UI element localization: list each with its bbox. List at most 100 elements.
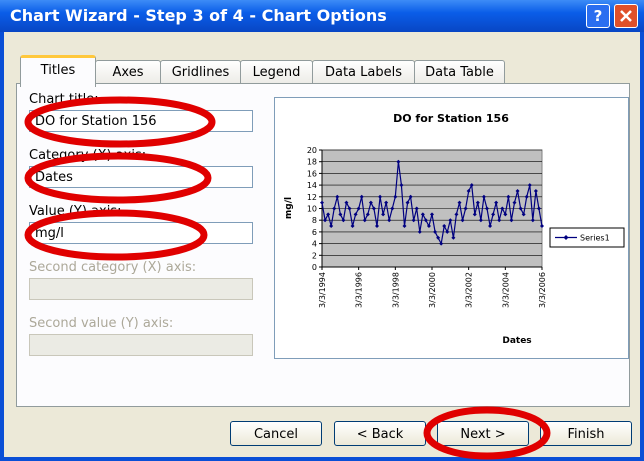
marker: [445, 229, 450, 234]
marker: [497, 218, 502, 223]
marker: [494, 200, 499, 205]
button[interactable]: Finish: [540, 421, 632, 446]
y-tick-label: 2: [312, 251, 317, 260]
marker: [466, 188, 471, 193]
marker: [414, 206, 419, 211]
y-tick-label: 20: [307, 146, 317, 155]
marker: [356, 206, 361, 211]
x-tick-label: 3/3/2002: [465, 272, 474, 308]
text-box: [29, 334, 253, 356]
chart-preview: DO for Station 156 Dates mg/l 0 2 4 6 8 10 12 1…: [274, 97, 629, 359]
field-label: Value (Y) axis:: [29, 204, 122, 219]
y-tick-label: 4: [312, 240, 317, 249]
marker: [527, 183, 532, 188]
field-label: Chart title:: [29, 92, 99, 107]
tab[interactable]: Data Table: [414, 60, 505, 84]
marker: [460, 218, 465, 223]
x-tick-label: 3/3/1998: [391, 272, 400, 308]
field-label: Second category (X) axis:: [29, 260, 197, 275]
marker: [420, 212, 425, 217]
close-icon: [620, 10, 632, 22]
marker: [448, 218, 453, 223]
marker: [399, 183, 404, 188]
field-label: Second value (Y) axis:: [29, 316, 174, 331]
marker: [485, 206, 489, 211]
text-box[interactable]: Dates: [29, 166, 253, 188]
chart: DO for Station 156 Dates mg/l 0 2 4 6 8 10 12 1…: [284, 112, 625, 346]
marker: [512, 200, 517, 205]
tab[interactable]: Legend: [240, 60, 313, 84]
y-tick-label: 0: [312, 263, 317, 272]
marker: [341, 218, 346, 223]
close-button[interactable]: [614, 4, 638, 28]
marker: [540, 224, 544, 229]
marker: [472, 212, 477, 217]
x-axis-title: Dates: [502, 336, 531, 346]
marker: [332, 206, 337, 211]
marker: [393, 194, 398, 199]
marker: [451, 235, 456, 240]
tab[interactable]: Gridlines: [160, 60, 241, 84]
button[interactable]: Next >: [437, 421, 529, 446]
text-box[interactable]: mg/l: [29, 222, 253, 244]
marker: [390, 206, 395, 211]
marker: [500, 206, 505, 211]
marker: [509, 218, 514, 223]
x-tick-label: 3/3/1994: [318, 272, 327, 308]
marker: [405, 200, 410, 205]
marker: [469, 183, 474, 188]
marker: [353, 212, 358, 217]
marker: [430, 212, 434, 217]
marker: [347, 206, 352, 211]
marker: [371, 206, 376, 211]
y-axis-title: mg/l: [284, 197, 294, 219]
marker: [491, 212, 496, 217]
marker: [433, 229, 438, 234]
legend: [549, 227, 625, 248]
x-tick-label: 3/3/2004: [501, 272, 510, 308]
y-tick-label: 10: [307, 205, 317, 214]
text-box[interactable]: DO for Station 156: [29, 110, 253, 132]
tab-panel: Chart title: DO for Station 156 Category (…: [16, 83, 630, 407]
button[interactable]: < Back: [334, 421, 426, 446]
marker: [368, 200, 373, 205]
marker: [457, 200, 462, 205]
marker: [329, 224, 334, 229]
marker: [436, 235, 441, 240]
help-button[interactable]: ?: [586, 4, 610, 28]
marker: [396, 159, 401, 164]
y-tick-label: 6: [312, 228, 317, 237]
marker: [488, 224, 493, 229]
marker: [335, 194, 340, 199]
marker: [387, 218, 392, 223]
tab[interactable]: Axes: [95, 60, 161, 84]
marker: [524, 194, 529, 199]
marker: [381, 212, 386, 217]
button[interactable]: Cancel: [230, 421, 322, 446]
marker: [375, 224, 379, 229]
marker: [320, 200, 324, 205]
marker: [326, 212, 331, 217]
marker: [411, 218, 416, 223]
marker: [384, 200, 389, 205]
marker: [475, 200, 480, 205]
marker: [426, 224, 431, 229]
tab[interactable]: Titles: [20, 55, 96, 87]
x-tick-label: 3/3/1996: [355, 272, 364, 308]
title-bar: Chart Wizard - Step 3 of 4 - Chart Optio…: [0, 0, 644, 32]
x-tick-label: 3/3/2006: [538, 272, 547, 308]
marker: [506, 194, 511, 199]
tab[interactable]: Data Labels: [312, 60, 415, 84]
marker: [515, 188, 520, 193]
marker: [362, 218, 367, 223]
marker: [454, 212, 459, 217]
marker: [408, 194, 413, 199]
y-tick-label: 8: [312, 216, 317, 225]
marker: [417, 229, 422, 234]
marker: [439, 241, 444, 246]
legend-label: Series1: [580, 234, 610, 243]
marker: [536, 206, 541, 211]
y-tick-label: 18: [307, 158, 317, 167]
marker: [530, 218, 535, 223]
